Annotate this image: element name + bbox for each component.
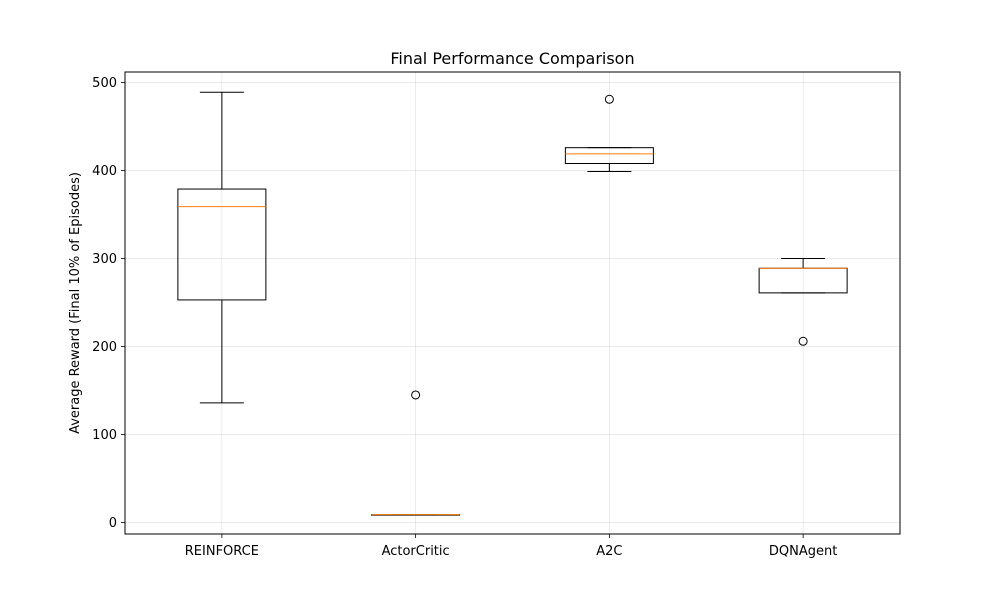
x-tick-label: REINFORCE bbox=[185, 544, 259, 559]
iqr-box bbox=[564, 147, 654, 165]
y-tick-label: 200 bbox=[92, 340, 117, 355]
y-axis-label: Average Reward (Final 10% of Episodes) bbox=[68, 172, 83, 434]
y-tick-label: 400 bbox=[92, 164, 117, 179]
x-tick-label: DQNAgent bbox=[769, 544, 837, 559]
plot-frame bbox=[124, 71, 901, 535]
y-tick-label: 100 bbox=[92, 428, 117, 443]
y-tick-label: 300 bbox=[92, 252, 117, 267]
axis-ticks: 0 100 200 300 400 500 REINFORCE ActorCritic A2C D… bbox=[92, 76, 837, 559]
box-reinforce bbox=[177, 91, 267, 404]
boxes bbox=[177, 91, 848, 516]
box-actorcritic bbox=[371, 390, 461, 516]
chart-title: Final Performance Comparison bbox=[390, 49, 634, 68]
box-a2c bbox=[564, 94, 654, 172]
x-tick-label: A2C bbox=[596, 544, 622, 559]
iqr-box bbox=[177, 188, 267, 301]
y-tick-label: 0 bbox=[109, 516, 117, 531]
box-dqnagent bbox=[758, 258, 848, 346]
outlier-point bbox=[411, 390, 421, 400]
y-tick-label: 500 bbox=[92, 76, 117, 91]
outlier-point bbox=[798, 336, 808, 346]
x-tick-label: ActorCritic bbox=[382, 544, 450, 559]
outlier-point bbox=[604, 94, 614, 104]
grid bbox=[125, 72, 900, 534]
